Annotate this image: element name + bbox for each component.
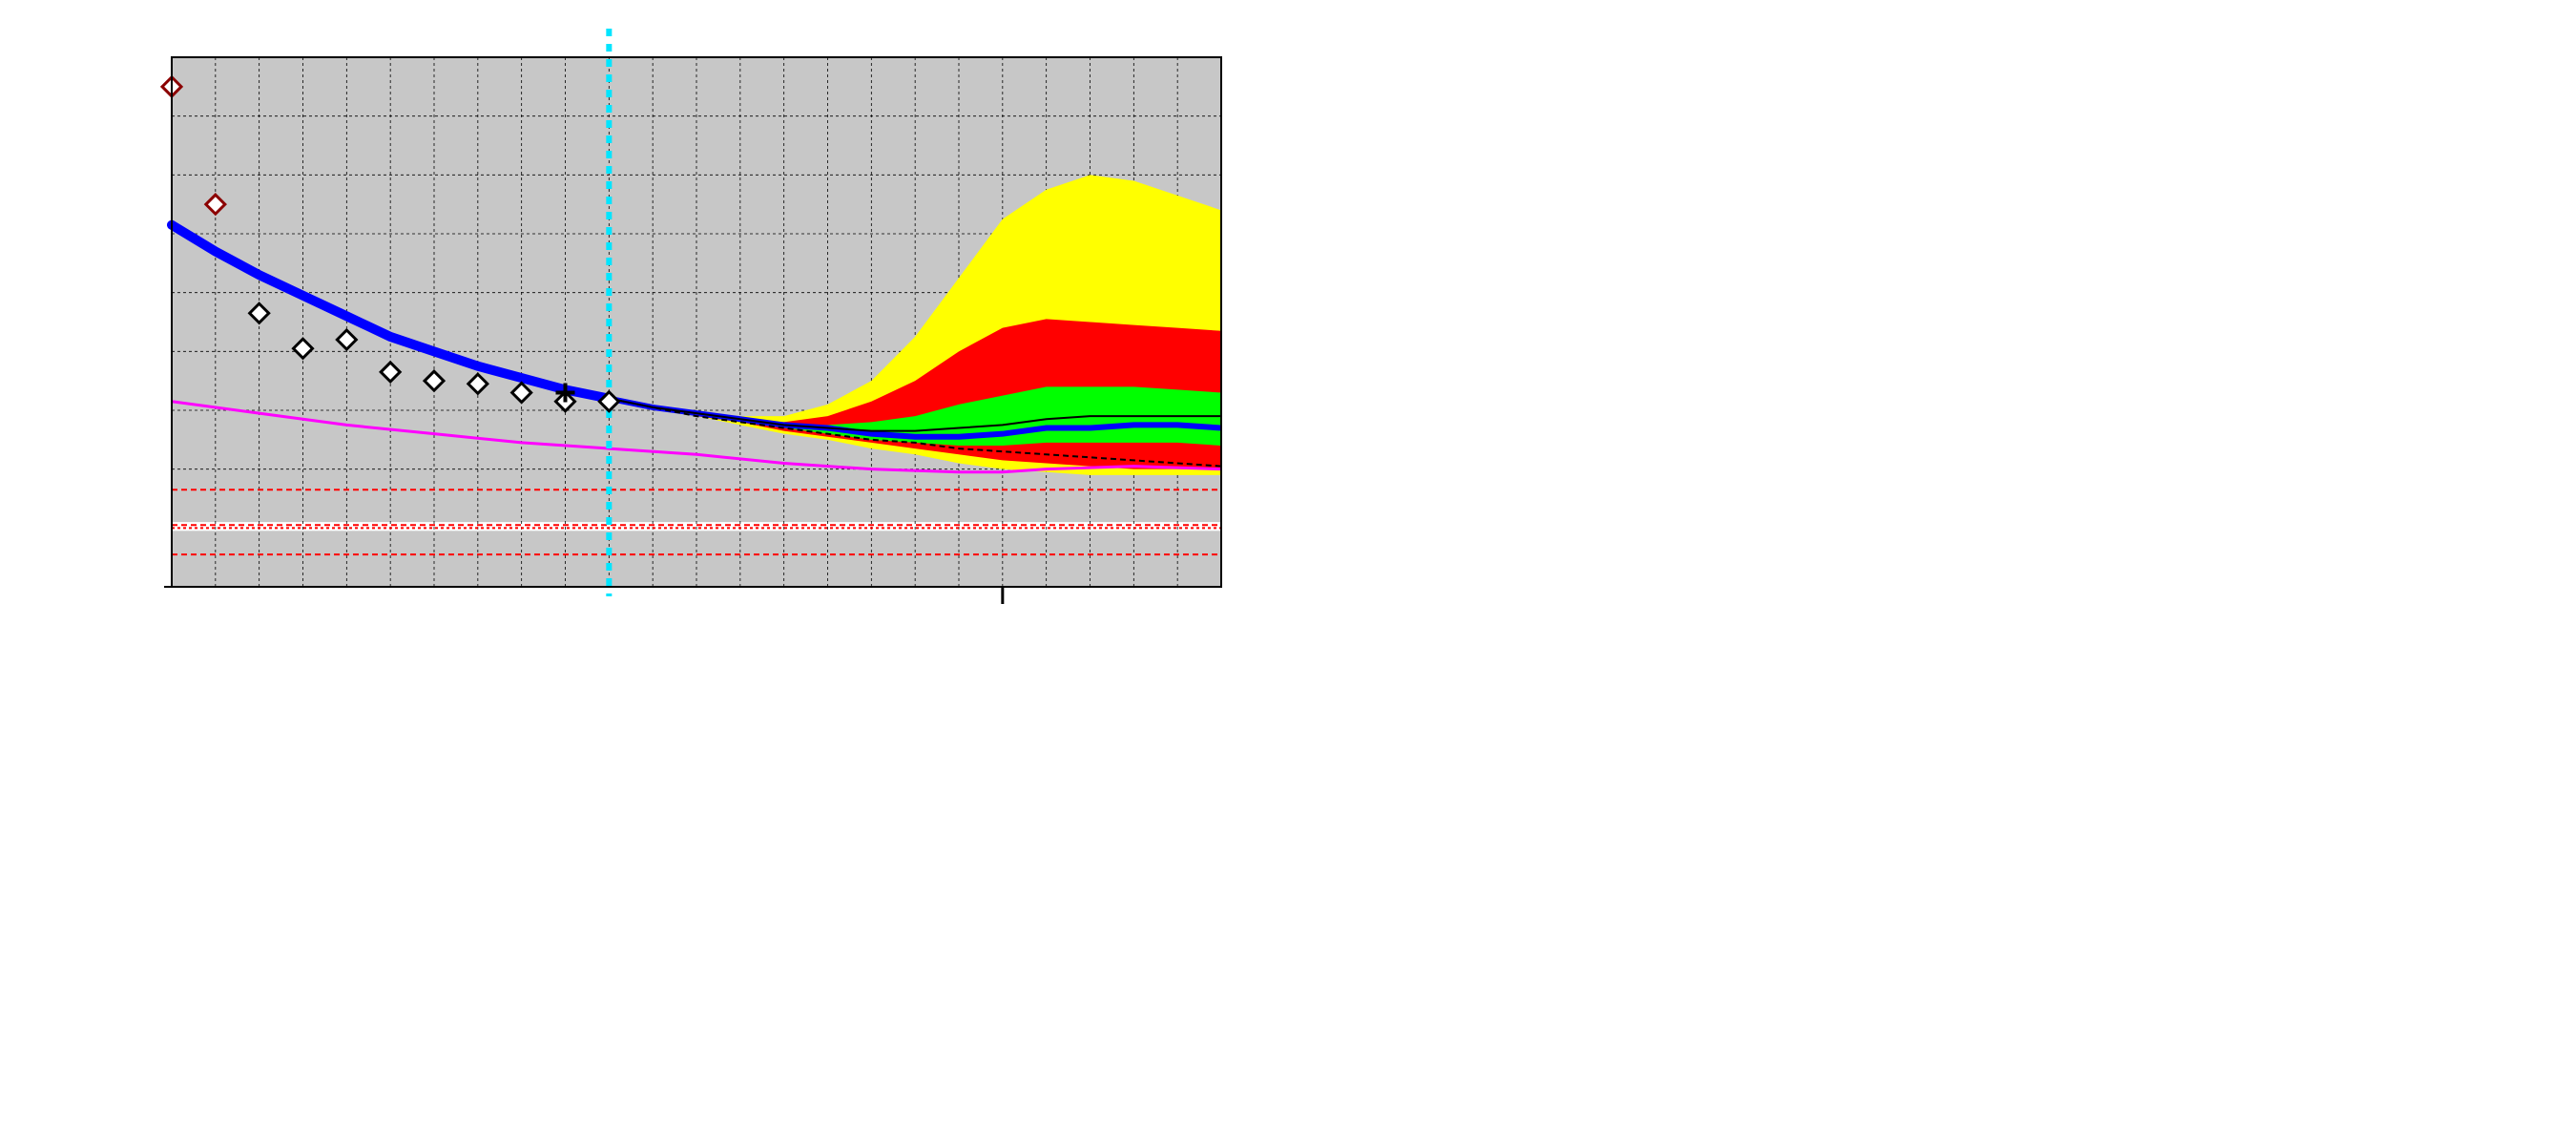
discharge-forecast-chart — [0, 0, 1431, 635]
chart-svg — [0, 0, 1431, 635]
